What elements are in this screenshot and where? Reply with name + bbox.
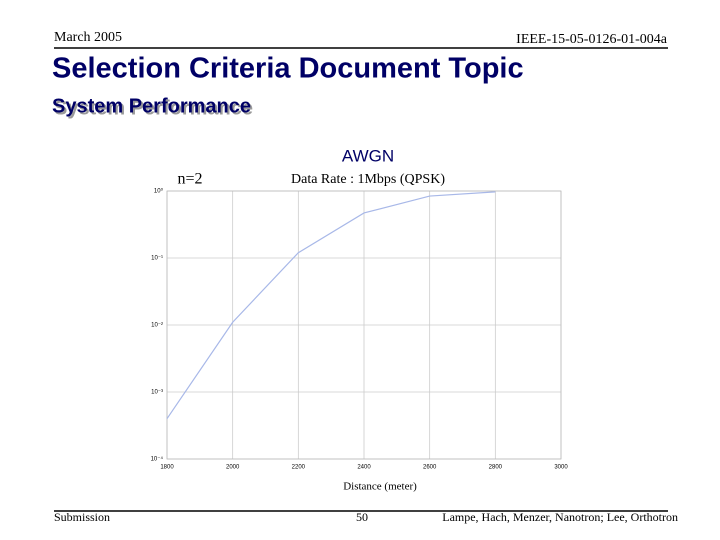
chart-subtitle: Data Rate : 1Mbps (QPSK) <box>291 172 445 187</box>
header-date: March 2005 <box>54 30 122 45</box>
slide-subtitle: System Performance <box>52 95 251 117</box>
data-line <box>166 191 496 419</box>
plot-frame <box>166 190 562 460</box>
y-tick-label: 10⁻⁴ <box>151 456 164 463</box>
annotation: n=2 <box>177 171 202 188</box>
subtitle-shadow: System Performance <box>54 97 253 119</box>
x-tick-label: 2600 <box>423 465 437 471</box>
header-doc-id: IEEE-15-05-0126-01-004a <box>516 32 668 47</box>
y-tick-label: 10⁻¹ <box>151 256 163 262</box>
x-tick-label: 2400 <box>357 465 371 471</box>
y-tick-label: 10⁰ <box>154 188 164 195</box>
x-tick-label: 2200 <box>292 465 306 471</box>
footer-left: Submission <box>54 510 110 524</box>
x-tick-label: 2000 <box>226 465 240 471</box>
x-tick-label: 2800 <box>489 465 503 471</box>
footer-right: Lampe, Hach, Menzer, Nanotron; Lee, Orth… <box>442 510 678 524</box>
x-tick-label: 1800 <box>160 465 174 471</box>
y-tick-label: 10⁻³ <box>151 390 163 396</box>
slide-title: Selection Criteria Document Topic <box>52 53 524 85</box>
x-axis-label: Distance (meter) <box>343 481 417 493</box>
chart-title: AWGN <box>342 146 394 165</box>
y-tick-label: 10⁻² <box>151 323 163 329</box>
x-tick-label: 3000 <box>554 465 568 471</box>
page-number: 50 <box>356 510 368 524</box>
